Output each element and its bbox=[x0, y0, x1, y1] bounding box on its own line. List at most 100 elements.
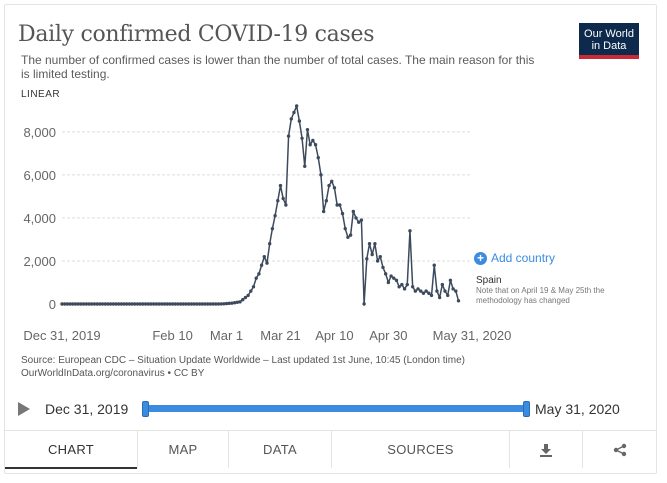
data-point bbox=[424, 289, 428, 293]
data-point bbox=[276, 198, 280, 203]
data-point bbox=[60, 302, 64, 306]
data-point bbox=[448, 278, 453, 283]
tab-chart[interactable]: CHART bbox=[5, 431, 138, 469]
data-point bbox=[319, 173, 323, 177]
x-tick-label: Dec 31, 2019 bbox=[23, 328, 100, 343]
data-point bbox=[416, 287, 420, 291]
data-point bbox=[311, 138, 315, 143]
data-point bbox=[421, 291, 426, 295]
tab-sources[interactable]: SOURCES bbox=[332, 431, 510, 468]
download-icon bbox=[540, 443, 552, 457]
download-button[interactable] bbox=[510, 431, 583, 468]
data-point bbox=[114, 302, 118, 306]
data-point bbox=[249, 289, 253, 293]
data-point bbox=[365, 257, 369, 261]
data-point bbox=[405, 282, 409, 287]
data-point bbox=[216, 302, 221, 306]
data-point bbox=[335, 203, 339, 207]
data-point bbox=[176, 302, 180, 306]
data-point bbox=[362, 302, 366, 306]
data-point bbox=[357, 220, 361, 224]
data-point bbox=[267, 242, 272, 246]
data-point bbox=[410, 285, 415, 289]
data-point bbox=[402, 287, 407, 291]
data-point bbox=[208, 302, 213, 306]
y-tick-label: 8,000 bbox=[23, 125, 56, 140]
data-point bbox=[400, 282, 404, 287]
data-point bbox=[232, 301, 237, 305]
owid-logo[interactable]: Our World in Data bbox=[579, 23, 639, 59]
data-point bbox=[386, 280, 391, 285]
data-point bbox=[219, 302, 223, 306]
timeline-start-label: Dec 31, 2019 bbox=[45, 401, 129, 417]
timeline-track[interactable] bbox=[144, 405, 526, 412]
data-point bbox=[383, 272, 388, 276]
series-methodology-note: Note that on April 19 & May 25th the met… bbox=[476, 286, 605, 305]
data-point bbox=[178, 302, 183, 306]
data-point bbox=[111, 302, 115, 306]
data-point bbox=[340, 211, 345, 216]
data-point bbox=[224, 301, 229, 306]
data-point bbox=[351, 209, 356, 214]
series-label-spain[interactable]: Spain bbox=[476, 275, 502, 286]
data-point bbox=[143, 302, 148, 306]
data-point bbox=[187, 302, 191, 306]
y-tick-label: 4,000 bbox=[23, 211, 56, 226]
data-point bbox=[308, 143, 312, 147]
data-point bbox=[119, 302, 124, 306]
data-point bbox=[359, 218, 364, 222]
play-icon[interactable] bbox=[18, 402, 30, 416]
source-note: Source: European CDC – Situation Update … bbox=[21, 354, 465, 380]
data-point bbox=[286, 134, 291, 138]
add-country-button[interactable]: + Add country bbox=[474, 251, 555, 265]
data-point bbox=[162, 302, 167, 306]
x-tick-label: May 31, 2020 bbox=[433, 328, 512, 343]
data-point bbox=[297, 119, 302, 123]
data-point bbox=[281, 196, 285, 201]
timeline-end-handle[interactable] bbox=[523, 401, 530, 417]
data-point bbox=[354, 216, 358, 220]
data-point bbox=[394, 278, 399, 283]
logo-line-1: Our World bbox=[584, 28, 634, 40]
tab-map[interactable]: MAP bbox=[138, 431, 229, 468]
data-point bbox=[200, 302, 204, 306]
data-point bbox=[432, 263, 436, 267]
scale-toggle[interactable]: LINEAR bbox=[21, 89, 61, 100]
data-point bbox=[152, 302, 156, 306]
chart-subtitle: The number of confirmed cases is lower t… bbox=[21, 53, 535, 81]
source-line-2[interactable]: OurWorldInData.org/coronavirus • CC BY bbox=[21, 368, 205, 379]
data-point bbox=[397, 285, 401, 289]
data-point bbox=[305, 127, 310, 132]
data-point bbox=[273, 214, 277, 218]
data-point bbox=[348, 233, 353, 237]
data-point bbox=[284, 203, 288, 207]
data-point bbox=[435, 289, 439, 293]
data-point bbox=[222, 302, 226, 306]
data-point bbox=[81, 302, 86, 306]
timeline-end-label: May 31, 2020 bbox=[535, 401, 620, 417]
data-point bbox=[313, 143, 318, 147]
data-point bbox=[456, 299, 461, 303]
data-point bbox=[133, 302, 137, 306]
source-line-1[interactable]: Source: European CDC – Situation Update … bbox=[21, 355, 465, 366]
data-point bbox=[203, 302, 207, 306]
data-point bbox=[316, 155, 320, 160]
share-button[interactable] bbox=[583, 431, 656, 468]
data-point bbox=[227, 301, 231, 306]
data-point bbox=[300, 136, 304, 140]
y-tick-label: 0 bbox=[49, 297, 56, 312]
tab-data[interactable]: DATA bbox=[229, 431, 332, 468]
data-point bbox=[79, 302, 83, 306]
x-tick-label: Mar 21 bbox=[260, 328, 300, 343]
data-point bbox=[370, 252, 374, 257]
data-point bbox=[343, 226, 347, 231]
data-point bbox=[367, 242, 372, 246]
data-point bbox=[62, 302, 67, 306]
data-point bbox=[241, 297, 245, 302]
timeline-start-handle[interactable] bbox=[142, 401, 149, 417]
data-point bbox=[168, 302, 172, 306]
add-country-label: Add country bbox=[491, 251, 556, 265]
data-point bbox=[292, 110, 296, 115]
data-point bbox=[330, 179, 334, 184]
